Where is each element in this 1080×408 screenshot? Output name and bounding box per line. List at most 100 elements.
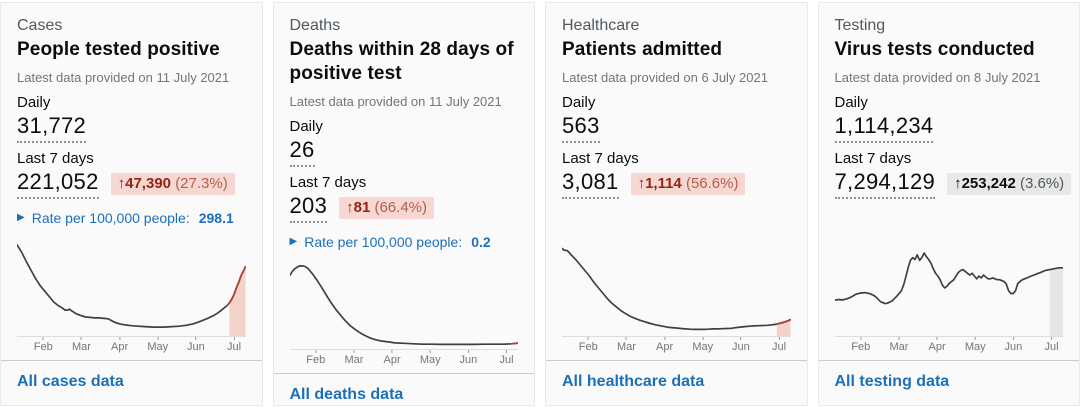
- month-tick-label: Feb: [306, 349, 325, 366]
- sparkline-chart-testing: Feb Mar Apr May Jun Jul: [834, 237, 1064, 354]
- daily-stat: Daily 1,114,234: [834, 93, 1064, 143]
- daily-stat: Daily 563: [562, 94, 791, 143]
- month-tick-label: Mar: [344, 349, 363, 366]
- rate-label: Rate per 100,000 people:: [304, 233, 463, 250]
- daily-value: 26: [289, 137, 315, 167]
- week-label: Last 7 days: [834, 149, 912, 167]
- card-footer: All testing data: [818, 360, 1079, 405]
- change-badge: ↑81 (66.4%): [339, 196, 434, 219]
- card-category: Healthcare: [562, 17, 640, 34]
- week-value: 221,052: [17, 169, 99, 199]
- month-tick-label: May: [692, 337, 713, 353]
- all-deaths-data-link[interactable]: All deaths data: [289, 385, 404, 403]
- all-cases-data-link[interactable]: All cases data: [17, 373, 124, 390]
- daily-label: Daily: [562, 93, 596, 111]
- change-value: 81: [353, 198, 371, 216]
- card-updated-text: Latest data provided on 11 July 2021: [17, 69, 230, 85]
- card-title: Deaths within 28 days of positive test: [289, 39, 514, 84]
- chart-month-axis: Feb Mar Apr May Jun Jul: [290, 349, 519, 367]
- card-category: Testing: [834, 17, 886, 34]
- month-tick-label: Feb: [34, 337, 53, 353]
- change-percent: (3.6%): [1019, 174, 1065, 192]
- month-tick-label: May: [147, 337, 168, 353]
- week-stat: Last 7 days 3,081 ↑1,114 (56.6%): [562, 150, 791, 199]
- up-arrow-icon: ↑: [954, 174, 962, 192]
- change-badge: ↑253,242 (3.6%): [947, 172, 1072, 195]
- change-percent: (56.6%): [685, 174, 739, 192]
- daily-stat: Daily 31,772: [17, 94, 246, 143]
- month-tick-label: May: [965, 337, 986, 353]
- card-updated-text: Latest data provided on 8 July 2021: [834, 69, 1041, 85]
- card-cases: Cases People tested positive Latest data…: [0, 2, 263, 406]
- month-tick-label: May: [420, 349, 441, 366]
- month-tick-label: Jul: [500, 349, 514, 366]
- rate-per-100k-link[interactable]: ▶ Rate per 100,000 people: 0.2: [290, 234, 519, 250]
- month-tick-label: Jun: [1005, 337, 1022, 353]
- all-testing-data-link[interactable]: All testing data: [834, 373, 950, 390]
- daily-label: Daily: [834, 93, 868, 111]
- card-title: Virus tests conducted: [834, 39, 1035, 60]
- daily-stat: Daily 26: [289, 117, 519, 167]
- week-label: Last 7 days: [562, 149, 639, 167]
- card-category: Cases: [17, 17, 63, 34]
- week-stat: Last 7 days 203 ↑81 (66.4%): [289, 173, 519, 223]
- card-footer: All cases data: [1, 360, 262, 405]
- month-tick-label: Feb: [851, 337, 870, 353]
- card-footer: All healthcare data: [546, 360, 807, 405]
- up-arrow-icon: ↑: [117, 174, 126, 192]
- card-updated-text: Latest data provided on 6 July 2021: [562, 69, 768, 85]
- up-arrow-icon: ↑: [637, 174, 646, 192]
- rate-label: Rate per 100,000 people:: [31, 209, 190, 226]
- daily-value: 563: [562, 113, 600, 143]
- card-title: People tested positive: [17, 39, 220, 60]
- change-percent: (27.3%): [175, 174, 228, 192]
- chart-month-axis: Feb Mar Apr May Jun Jul: [17, 337, 246, 354]
- month-tick-label: Mar: [889, 337, 908, 353]
- month-tick-label: Jun: [187, 337, 205, 353]
- daily-value: 31,772: [17, 113, 87, 143]
- card-testing: Testing Virus tests conducted Latest dat…: [817, 2, 1080, 406]
- daily-label: Daily: [289, 117, 323, 135]
- daily-label: Daily: [17, 93, 51, 111]
- change-percent: (66.4%): [374, 198, 427, 216]
- week-value: 3,081: [562, 169, 619, 199]
- daily-value: 1,114,234: [834, 113, 934, 143]
- week-label: Last 7 days: [289, 173, 367, 191]
- card-deaths: Deaths Deaths within 28 days of positive…: [272, 2, 535, 406]
- chart-month-axis: Feb Mar Apr May Jun Jul: [562, 337, 791, 354]
- change-badge: ↑1,114 (56.6%): [630, 172, 746, 195]
- month-tick-label: Apr: [384, 349, 401, 366]
- month-tick-label: Apr: [929, 337, 946, 353]
- chart-month-axis: Feb Mar Apr May Jun Jul: [835, 337, 1064, 354]
- week-value: 203: [289, 193, 328, 223]
- month-tick-label: Jul: [772, 337, 786, 353]
- month-tick-label: Apr: [111, 337, 128, 353]
- card-category: Deaths: [289, 17, 341, 34]
- sparkline-chart-healthcare: Feb Mar Apr May Jun Jul: [562, 237, 791, 354]
- month-tick-label: Mar: [617, 337, 636, 353]
- week-stat: Last 7 days 7,294,129 ↑253,242 (3.6%): [834, 149, 1072, 199]
- card-title: Patients admitted: [562, 39, 723, 60]
- week-value: 7,294,129: [834, 169, 936, 199]
- up-arrow-icon: ↑: [346, 198, 354, 216]
- triangle-right-icon: ▶: [289, 235, 298, 247]
- card-footer: All deaths data: [273, 372, 534, 406]
- month-tick-label: Jul: [1045, 337, 1059, 353]
- rate-per-100k-link[interactable]: ▶ Rate per 100,000 people: 298.1: [17, 210, 246, 226]
- card-updated-text: Latest data provided on 11 July 2021: [289, 93, 502, 109]
- change-value: 1,114: [645, 174, 682, 192]
- all-healthcare-data-link[interactable]: All healthcare data: [562, 373, 705, 390]
- rate-value: 0.2: [471, 233, 491, 250]
- month-tick-label: Feb: [579, 337, 598, 353]
- week-stat: Last 7 days 221,052 ↑47,390 (27.3%): [17, 150, 246, 199]
- rate-value: 298.1: [198, 209, 234, 226]
- sparkline-chart-deaths: Feb Mar Apr May Jun Jul: [289, 250, 519, 367]
- sparkline-chart-cases: Feb Mar Apr May Jun Jul: [17, 237, 246, 354]
- month-tick-label: Jun: [460, 349, 477, 366]
- change-badge: ↑47,390 (27.3%): [110, 172, 235, 195]
- month-tick-label: Jun: [732, 337, 750, 353]
- card-healthcare: Healthcare Patients admitted Latest data…: [545, 2, 808, 406]
- month-tick-label: Mar: [72, 337, 91, 353]
- week-label: Last 7 days: [17, 149, 94, 167]
